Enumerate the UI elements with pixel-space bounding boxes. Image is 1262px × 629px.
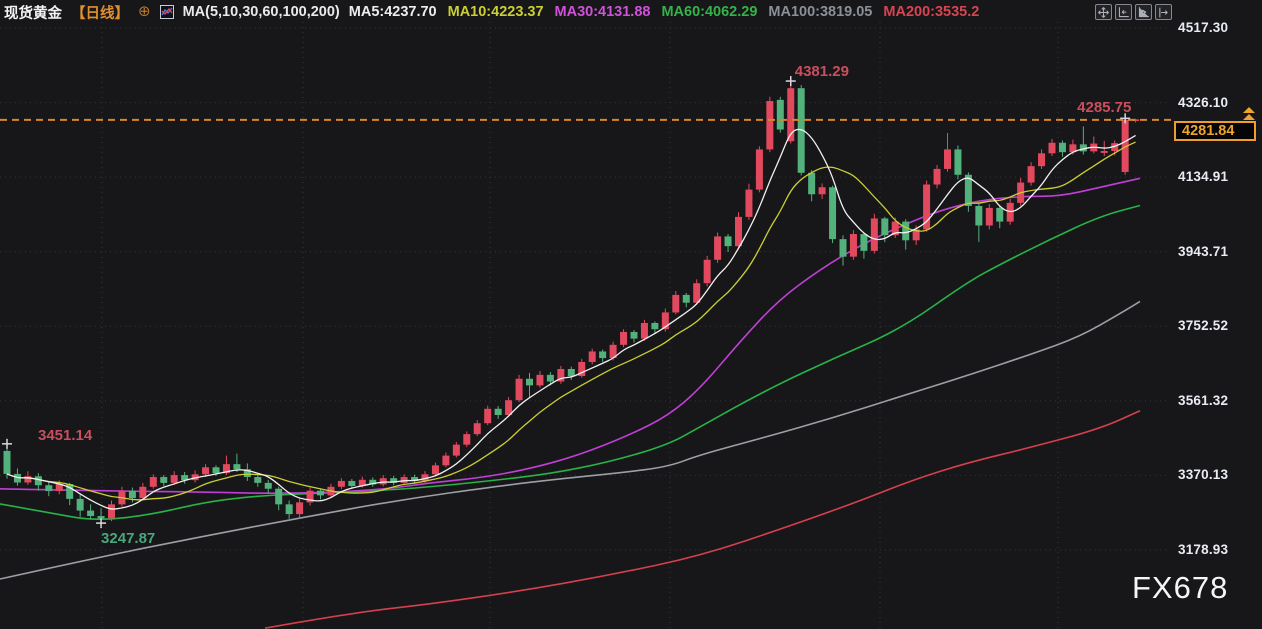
ma30-line [0, 177, 1141, 495]
ma60-line [0, 204, 1141, 521]
axis-price-label: 3561.32 [1178, 392, 1229, 408]
current-price-value: 4281.84 [1182, 123, 1235, 140]
high-low-markers [2, 76, 1131, 529]
axis-play-icon [1138, 6, 1149, 17]
ma5-line [6, 128, 1136, 510]
axis-price-label: 3752.52 [1178, 318, 1229, 334]
add-circle-icon[interactable]: ⊕ [138, 3, 151, 20]
price-annotation: 3247.87 [101, 530, 156, 548]
price-annotation: 4381.29 [794, 63, 849, 81]
price-annotation: 3451.14 [38, 426, 93, 444]
axis-price-label: 3178.93 [1178, 542, 1229, 557]
period-label: 【日线】 [71, 5, 129, 22]
ma-legend-ma30: MA30:4131.88 [554, 4, 651, 20]
current-price-tag: 4281.84 [1174, 121, 1256, 142]
ma10-line [6, 141, 1136, 501]
watermark: FX678 [1132, 570, 1229, 605]
symbol-title: 现货黄金 [4, 5, 62, 22]
grid-lines [0, 22, 1170, 629]
ma-legend-ma5: MA5:4237.70 [348, 4, 437, 20]
axis-price-label: 3370.13 [1178, 467, 1229, 483]
ma-settings-label: MA(5,10,30,60,100,200) [182, 4, 340, 20]
price-scale[interactable]: 4517.30 4326.10 4134.91 3943.71 3752.52 3561.… [1170, 0, 1262, 629]
price-up-arrow [1243, 106, 1255, 120]
axis-price-label: 4517.30 [1178, 20, 1229, 35]
jump-to-latest-button[interactable] [1155, 4, 1172, 20]
ma-legend-ma60: MA60:4062.29 [661, 4, 758, 20]
ma100-line [0, 300, 1141, 580]
jump-to-latest-icon [1159, 7, 1168, 17]
axis-play-button[interactable] [1135, 4, 1152, 20]
chart-toolbar [1095, 4, 1172, 20]
ma-legend: MA5:4237.70 MA10:4223.37 MA30:4131.88 MA60:… [349, 4, 980, 20]
move-tool-button[interactable] [1095, 4, 1112, 20]
ma-legend-ma10: MA10:4223.37 [447, 4, 544, 20]
ma-legend-ma100: MA100:3819.05 [768, 4, 873, 20]
axis-price-label: 3943.71 [1178, 243, 1229, 259]
axis-pan-left-button[interactable] [1115, 4, 1132, 20]
ma-legend-ma200: MA200:3535.2 [883, 4, 980, 20]
chart-header: 现货黄金 【日线】 ⊕ MA(5,10,30,60,100,200) MA5:4… [0, 0, 1262, 24]
price-annotation: 4285.75 [1077, 99, 1132, 117]
move-tool-icon [1098, 6, 1109, 18]
ma200-line [264, 410, 1141, 629]
axis-price-label: 4326.10 [1178, 94, 1229, 110]
kline-icon[interactable] [159, 5, 174, 19]
axis-pan-left-icon [1118, 6, 1129, 17]
axis-price-label: 4134.91 [1178, 169, 1229, 185]
